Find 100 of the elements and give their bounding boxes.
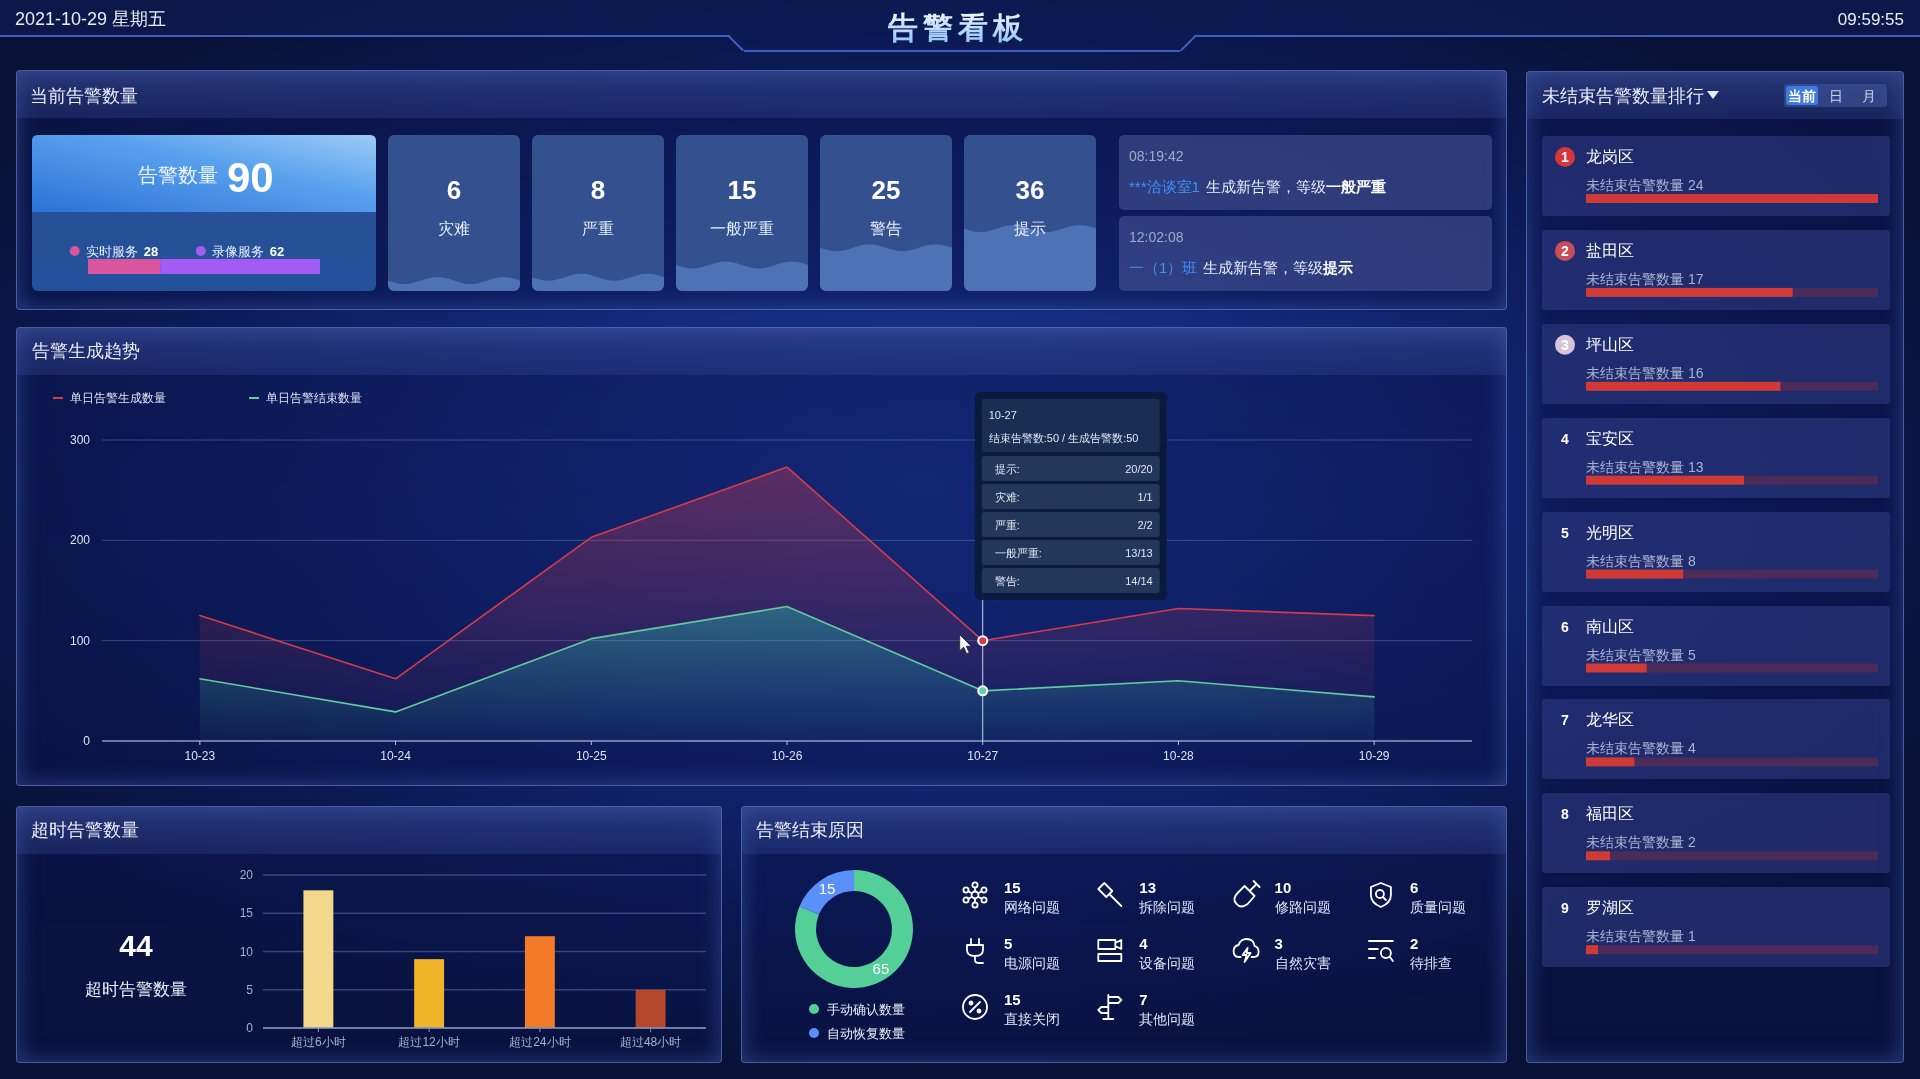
data-label: 36 — [1015, 175, 1045, 205]
category-label: 设备问题 — [1139, 955, 1196, 971]
x-tick-label: 10-27 — [967, 749, 999, 763]
text: 09:59:55 — [1837, 10, 1904, 29]
text: 生成新告警，等级 — [1203, 259, 1324, 276]
chart-subtitle: 告警数量 — [138, 164, 218, 186]
category-label: 坪山区 — [1586, 335, 1634, 353]
legend-label: 单日告警生成数量 — [70, 391, 166, 405]
data-label: 13 — [1139, 879, 1156, 896]
text: 日 — [1828, 88, 1843, 104]
category-label: 警告 — [870, 220, 902, 237]
category-label: 罗湖区 — [1586, 899, 1634, 917]
annotation: 14/14 — [1125, 575, 1153, 587]
data-label: 未结束告警数量 1 — [1586, 928, 1696, 945]
category-label: 网络问题 — [1004, 899, 1060, 915]
chart-title: 当前告警数量 — [30, 86, 138, 106]
x-tick-label: 10-23 — [184, 749, 216, 763]
x-tick-label: 10-25 — [575, 749, 607, 763]
category-label: 龙华区 — [1586, 711, 1634, 729]
data-label: 5 — [1004, 935, 1013, 952]
x-tick-label: 10-26 — [771, 749, 803, 763]
y-tick-label: 100 — [69, 633, 91, 648]
category-label: 其他问题 — [1139, 1011, 1196, 1027]
data-label: 未结束告警数量 17 — [1586, 270, 1704, 287]
text: 7 — [1561, 712, 1570, 729]
category-label: 提示 — [1014, 220, 1046, 237]
text: 4 — [1561, 430, 1570, 447]
legend-label: 自动恢复数量 — [827, 1026, 905, 1041]
legend-label: 录像服务 — [211, 244, 264, 259]
category-label: 南山区 — [1586, 617, 1634, 635]
y-tick-label: 20 — [239, 868, 254, 882]
annotation: 13/13 — [1125, 547, 1153, 559]
data-label: 未结束告警数量 5 — [1586, 646, 1696, 663]
data-label: 4 — [1139, 935, 1149, 952]
text: 6 — [1561, 618, 1570, 635]
data-label: 6 — [446, 175, 462, 205]
x-tick-label: 10-24 — [380, 749, 412, 763]
text: 提示 — [1322, 259, 1354, 276]
total-label: 90 — [227, 154, 274, 201]
annotation: 严重: — [994, 519, 1020, 531]
x-tick-label: 10-28 — [1163, 749, 1195, 763]
chart-title: 告警结束原因 — [756, 820, 864, 840]
category-label: 严重 — [582, 220, 614, 237]
data-label: 8 — [590, 175, 606, 205]
annotation: 2/2 — [1137, 519, 1153, 531]
text: 44 — [119, 929, 153, 962]
text: 8 — [1561, 806, 1570, 823]
text: 9 — [1561, 900, 1570, 917]
data-label: 25 — [871, 175, 901, 205]
data-label: 未结束告警数量 8 — [1586, 552, 1696, 569]
y-tick-label: 15 — [239, 906, 254, 921]
category-label: 龙岗区 — [1586, 148, 1634, 165]
text: 一（1）班 — [1129, 259, 1198, 276]
y-tick-label: 0 — [83, 734, 91, 748]
annotation: 灾难: — [994, 491, 1020, 503]
category-label: 质量问题 — [1409, 899, 1466, 915]
text: 超时告警数量 — [31, 820, 139, 840]
data-label: 15 — [818, 879, 836, 897]
y-tick-label: 0 — [246, 1021, 254, 1035]
text: 超时告警数量 — [85, 980, 187, 999]
text: 一般严重 — [1325, 178, 1386, 195]
y-tick-label: 5 — [246, 982, 254, 997]
text: 生成新告警，等级 — [1205, 178, 1326, 195]
data-label: 2 — [1409, 935, 1419, 952]
text: 2 — [1561, 242, 1570, 259]
data-label: 28 — [143, 244, 159, 259]
annotation: 20/20 — [1125, 463, 1153, 475]
data-label: 3 — [1274, 935, 1283, 952]
annotation: 提示: — [994, 463, 1020, 475]
data-label: 6 — [1409, 879, 1419, 896]
x-tick-label: 超过48小时 — [619, 1035, 682, 1049]
category-label: 一般严重 — [710, 220, 774, 237]
data-label: 未结束告警数量 24 — [1586, 177, 1704, 193]
text: 3 — [1561, 336, 1570, 353]
data-label: 10 — [1274, 879, 1292, 896]
data-label: 15 — [1004, 991, 1021, 1008]
y-tick-label: 10 — [239, 944, 254, 959]
legend-label: 手动确认数量 — [827, 1002, 905, 1017]
data-label: 未结束告警数量 16 — [1586, 364, 1704, 381]
y-tick-label: 300 — [69, 433, 91, 447]
data-label: 未结束告警数量 4 — [1586, 740, 1696, 757]
annotation: 一般严重: — [994, 547, 1042, 559]
text: 10-27 — [988, 409, 1017, 421]
annotation: 结束告警数:50 / 生成告警数:50 — [988, 432, 1139, 444]
data-label: 62 — [269, 244, 285, 259]
category-label: 光明区 — [1586, 523, 1634, 541]
text: 2021-10-29 星期五 — [15, 9, 167, 29]
x-tick-label: 10-29 — [1358, 749, 1390, 763]
category-label: 灾难 — [438, 220, 470, 237]
text: 08:19:42 — [1129, 148, 1184, 164]
text: 5 — [1561, 524, 1570, 541]
category-label: 自然灾害 — [1274, 955, 1331, 971]
category-label: 宝安区 — [1586, 429, 1634, 447]
category-label: 福田区 — [1586, 805, 1634, 823]
text: 告警看板 — [887, 11, 1028, 44]
y-tick-label: 200 — [69, 533, 91, 548]
data-label: 15 — [727, 175, 757, 205]
data-label: 未结束告警数量 2 — [1586, 834, 1696, 851]
data-label: 65 — [872, 960, 890, 978]
x-tick-label: 超过6小时 — [291, 1035, 346, 1049]
